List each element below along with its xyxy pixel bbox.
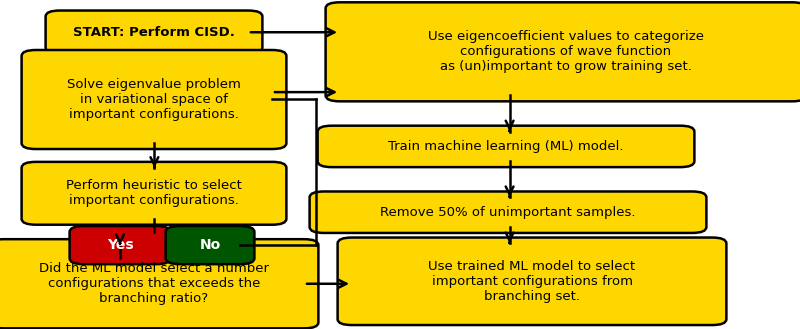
- FancyBboxPatch shape: [46, 11, 262, 54]
- FancyBboxPatch shape: [0, 239, 318, 328]
- FancyBboxPatch shape: [318, 126, 694, 167]
- Text: Use eigencoefficient values to categorize
configurations of wave function
as (un: Use eigencoefficient values to categoriz…: [428, 30, 704, 73]
- Text: No: No: [199, 238, 221, 252]
- FancyBboxPatch shape: [338, 238, 726, 325]
- FancyBboxPatch shape: [22, 50, 286, 149]
- FancyBboxPatch shape: [70, 226, 170, 264]
- Text: Did the ML model select a number
configurations that exceeds the
branching ratio: Did the ML model select a number configu…: [39, 262, 269, 305]
- Text: Train machine learning (ML) model.: Train machine learning (ML) model.: [388, 140, 624, 153]
- Text: Remove 50% of unimportant samples.: Remove 50% of unimportant samples.: [380, 206, 636, 219]
- FancyBboxPatch shape: [22, 162, 286, 225]
- FancyBboxPatch shape: [166, 226, 254, 264]
- Text: Perform heuristic to select
important configurations.: Perform heuristic to select important co…: [66, 179, 242, 207]
- FancyBboxPatch shape: [310, 191, 706, 233]
- Text: START: Perform CISD.: START: Perform CISD.: [73, 26, 235, 38]
- FancyBboxPatch shape: [326, 2, 800, 101]
- Text: Solve eigenvalue problem
in variational space of
important configurations.: Solve eigenvalue problem in variational …: [67, 78, 241, 121]
- Text: Use trained ML model to select
important configurations from
branching set.: Use trained ML model to select important…: [429, 260, 635, 303]
- Text: Yes: Yes: [106, 238, 134, 252]
